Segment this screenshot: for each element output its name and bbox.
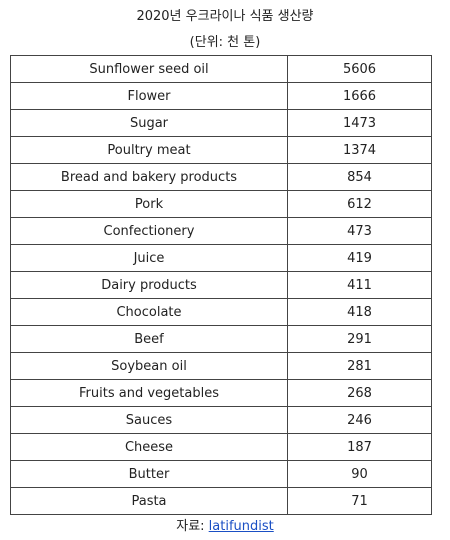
table-row: Butter 90 <box>10 460 432 488</box>
value-cell: 473 <box>287 217 432 245</box>
value-cell: 268 <box>287 379 432 407</box>
value-cell: 71 <box>287 487 432 515</box>
value-cell: 291 <box>287 325 432 353</box>
source-label: 자료: <box>176 519 209 534</box>
table-row: Soybean oil 281 <box>10 352 432 380</box>
source-link[interactable]: latifundist <box>208 519 274 534</box>
table-row: Sugar 1473 <box>10 109 432 137</box>
table-row: Flower 1666 <box>10 82 432 110</box>
value-cell: 612 <box>287 190 432 218</box>
table-row: Pasta 71 <box>10 487 432 515</box>
table-body: Sunflower seed oil 5606 Flower 1666 Sugar 147… <box>10 55 432 515</box>
source-line: 자료: latifundist <box>0 518 450 536</box>
product-cell: Dairy products <box>10 271 288 299</box>
value-cell: 90 <box>287 460 432 488</box>
table-row: Chocolate 418 <box>10 298 432 326</box>
product-cell: Soybean oil <box>10 352 288 380</box>
table-unit-note: (단위: 천 톤) <box>189 35 261 50</box>
product-cell: Bread and bakery products <box>10 163 288 191</box>
product-cell: Pasta <box>10 487 288 515</box>
product-cell: Juice <box>10 244 288 272</box>
product-cell: Sauces <box>10 406 288 434</box>
product-cell: Chocolate <box>10 298 288 326</box>
value-cell: 419 <box>287 244 432 272</box>
product-cell: Confectionery <box>10 217 288 245</box>
table-row: Poultry meat 1374 <box>10 136 432 164</box>
value-cell: 418 <box>287 298 432 326</box>
product-cell: Poultry meat <box>10 136 288 164</box>
value-cell: 1473 <box>287 109 432 137</box>
value-cell: 246 <box>287 406 432 434</box>
product-cell: Sunflower seed oil <box>10 55 288 83</box>
table-row: Sauces 246 <box>10 406 432 434</box>
value-cell: 854 <box>287 163 432 191</box>
product-cell: Flower <box>10 82 288 110</box>
value-cell: 187 <box>287 433 432 461</box>
value-cell: 5606 <box>287 55 432 83</box>
value-cell: 281 <box>287 352 432 380</box>
table-row: Pork 612 <box>10 190 432 218</box>
table-row: Fruits and vegetables 268 <box>10 379 432 407</box>
table-row: Bread and bakery products 854 <box>10 163 432 191</box>
table-row: Sunflower seed oil 5606 <box>10 55 432 83</box>
product-cell: Sugar <box>10 109 288 137</box>
product-cell: Butter <box>10 460 288 488</box>
table-title: 2020년 우크라이나 식품 생산량 <box>136 9 314 24</box>
table-row: Beef 291 <box>10 325 432 353</box>
value-cell: 411 <box>287 271 432 299</box>
table-row: Dairy products 411 <box>10 271 432 299</box>
production-table: Sunflower seed oil 5606 Flower 1666 Sugar 147… <box>10 55 432 515</box>
value-cell: 1666 <box>287 82 432 110</box>
table-row: Cheese 187 <box>10 433 432 461</box>
product-cell: Fruits and vegetables <box>10 379 288 407</box>
table-row: Confectionery 473 <box>10 217 432 245</box>
product-cell: Pork <box>10 190 288 218</box>
table-row: Juice 419 <box>10 244 432 272</box>
product-cell: Beef <box>10 325 288 353</box>
product-cell: Cheese <box>10 433 288 461</box>
value-cell: 1374 <box>287 136 432 164</box>
